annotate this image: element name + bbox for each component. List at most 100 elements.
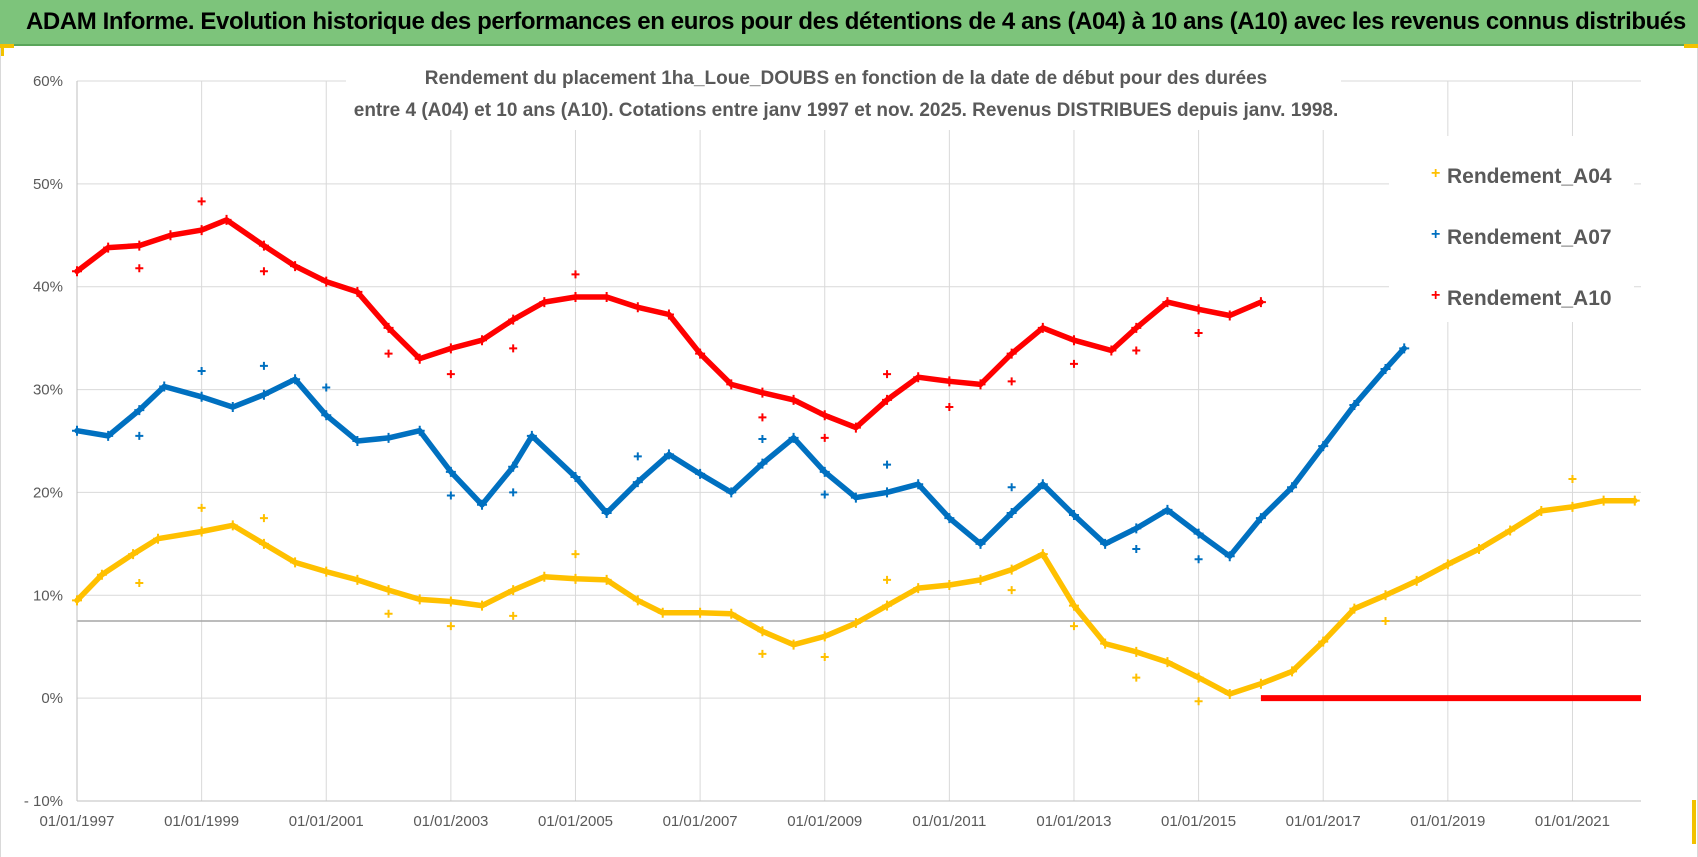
series-a04-point [196,526,207,537]
y-tick-label: 20% [33,484,63,501]
series-a04-point [96,569,107,580]
series-a04-point [1411,575,1422,586]
series-a04-point [1006,564,1017,575]
x-tick-label: 01/01/2005 [538,813,613,830]
series-a04-point [695,607,706,618]
series-a04-point [1287,666,1298,677]
series-a10-point [258,240,269,251]
legend-entry-a10: Rendement_A10 [1447,287,1612,310]
corner-accent-top-left-vertical [0,44,4,56]
legend: + Rendement_A04 + Rendement_A07 + Rendem… [1389,136,1634,322]
series-a04-point [788,639,799,650]
series-a07-outlier [322,383,331,392]
series-a04-point [414,594,425,605]
series-a10-point [414,353,425,364]
series-a04-point [72,595,82,606]
series-a10-point [632,302,643,313]
series-a07-point [1037,479,1048,490]
series-a07-point [508,461,519,472]
series-a04-point [1380,590,1391,601]
series-a10-outlier [1194,329,1203,337]
series-a10-outlier [135,264,144,273]
y-tick-label: - 10% [24,793,63,810]
series-a07-point [1255,513,1266,524]
series-a10-outlier [509,344,518,353]
series-a04-point [508,585,519,596]
series-a07-point [352,436,363,446]
y-tick-label: 40% [33,279,63,296]
series-a04-outlier [197,503,206,512]
series-a07-point [383,432,394,443]
series-a07-point [601,508,612,518]
series-a07-point [1193,528,1204,539]
series-a10-point [1193,304,1204,315]
series-a07-outlier [197,367,206,376]
x-tick-label: 01/01/2013 [1036,813,1111,830]
series-a04-point [1442,559,1453,570]
series-a04-point [445,596,456,607]
series-a07-outlier [1007,483,1016,492]
series-a10-point [788,394,799,405]
series-a10-point [944,376,955,387]
series-a04-point [128,549,139,560]
series-a10-point [134,240,145,251]
series-a04-outlier [135,578,144,587]
series-a04-point [1567,501,1578,512]
legend-background [1389,136,1634,322]
series-a04-point [850,618,861,629]
series-a10-outlier [758,413,767,422]
series-a04-point [1193,672,1204,683]
x-tick-label: 01/01/1999 [164,813,239,830]
chart-title: Rendement du placement 1ha_Loue_DOUBS en… [346,66,1341,130]
x-tick-label: 01/01/2011 [912,813,986,830]
series-a07-outlier [259,361,268,370]
series-a04-outlier [1132,673,1141,682]
y-tick-label: 60% [33,73,63,90]
series-a07-point [134,405,145,416]
chart-title-line-1: Rendement du placement 1ha_Loue_DOUBS en… [425,68,1267,89]
series-a10-outlier [1069,359,1078,368]
y-tick-label: 0% [41,690,63,707]
series-a04-point [570,573,581,584]
corner-accent-top-left [0,44,14,48]
x-tick-label: 01/01/2003 [413,813,488,830]
series-a07-point [1224,551,1235,562]
chart: - 10% 0% 10% 20% 30% 40% 50% 60% 01/01/1997 01/01… [24,66,1641,830]
x-tick-label: 01/01/2017 [1286,813,1361,830]
series-a04-point [1068,600,1079,611]
series-a07-point [1287,482,1298,493]
series-a07-point [1349,400,1360,410]
series-a10-point [383,322,394,333]
series-a10-point [1006,348,1017,359]
series-a07-outlier [758,434,767,443]
series-a04-point [153,533,164,544]
x-tick-label: 01/01/1997 [39,813,114,830]
chart-title-background [346,66,1341,130]
series-a04-point [632,595,643,606]
series-a07-outlier [883,460,892,469]
series-a10-point [539,297,550,308]
series-a10-point [352,286,363,297]
series-a04-point [1318,636,1329,647]
series-a10-point [477,335,488,346]
corner-accent-top-right [1684,44,1698,48]
series-a04-point [352,574,363,585]
series-a10-point [72,266,82,277]
series-a04-point [477,600,488,611]
series-a07-outlier [1194,555,1203,564]
series-a10-point [165,230,176,241]
series-a04-point [1131,646,1142,657]
series-a04-point [726,608,737,619]
series-a07-outlier [446,491,455,500]
legend-marker-a07: + [1431,226,1440,243]
series-a07-point [445,466,456,477]
series-a07-point [1006,508,1017,518]
series-a10-point [1224,310,1235,321]
series-a10-outlier [883,370,892,379]
series-a07-point [944,513,955,524]
x-tick-label: 01/01/2021 [1535,813,1610,830]
series-a07-outlier [1132,545,1141,553]
chart-frame: - 10% 0% 10% 20% 30% 40% 50% 60% 01/01/1997 01/01… [0,48,1698,857]
series-a10-point [1068,335,1079,346]
series-a10-outlier [945,403,954,412]
